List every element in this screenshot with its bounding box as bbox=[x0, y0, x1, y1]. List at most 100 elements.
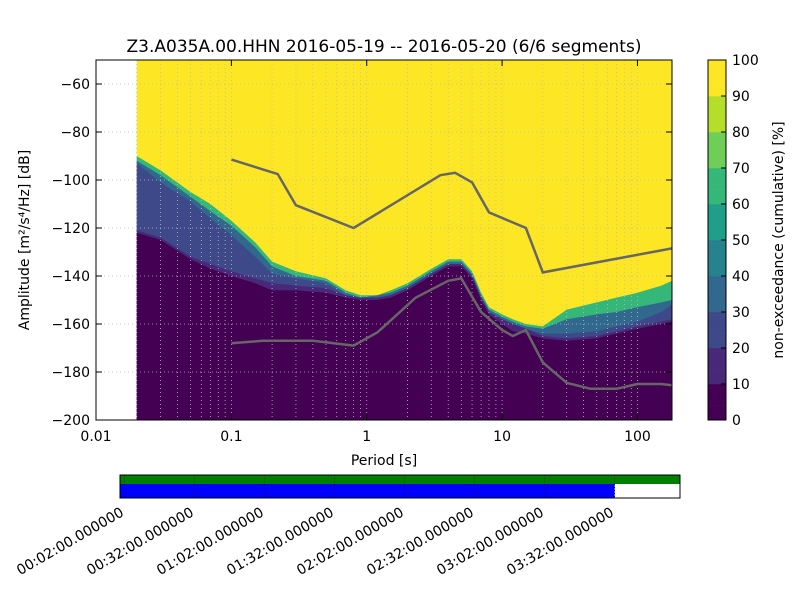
colorbar-tick-label: 100 bbox=[732, 53, 759, 69]
colorbar-step bbox=[708, 99, 726, 104]
colorbar-tick-label: 40 bbox=[732, 269, 750, 285]
colorbar-step bbox=[708, 333, 726, 338]
colorbar-step bbox=[708, 294, 726, 298]
colorbar-step bbox=[708, 96, 726, 100]
colorbar-step bbox=[708, 110, 726, 115]
timeline: 00:02:00.00000000:32:00.00000001:02:00.0… bbox=[14, 474, 681, 579]
colorbar-step bbox=[708, 376, 726, 381]
colorbar-step bbox=[708, 286, 726, 291]
y-tick-label: −100 bbox=[52, 173, 90, 189]
colorbar-step bbox=[708, 369, 726, 374]
colorbar-tick-label: 20 bbox=[732, 341, 750, 357]
colorbar-step bbox=[708, 297, 726, 302]
colorbar-step bbox=[708, 312, 726, 316]
colorbar-step bbox=[708, 261, 726, 266]
colorbar-step bbox=[708, 405, 726, 410]
colorbar-step bbox=[708, 236, 726, 241]
colorbar-step bbox=[708, 117, 726, 122]
colorbar-step bbox=[708, 240, 726, 244]
y-axis-label: Amplitude [m²/s⁴/Hz] [dB] bbox=[17, 150, 33, 330]
colorbar-step bbox=[708, 391, 726, 396]
colorbar-ticks: 0 10 20 30 40 50 60 70 80 90 100 bbox=[721, 53, 759, 429]
timeline-frame bbox=[119, 474, 681, 499]
colorbar-step bbox=[708, 63, 726, 68]
colorbar-step bbox=[708, 409, 726, 414]
colorbar-step bbox=[708, 175, 726, 180]
colorbar-step bbox=[708, 189, 726, 194]
y-tick-label: −140 bbox=[52, 269, 90, 285]
colorbar-step bbox=[708, 225, 726, 230]
colorbar-step bbox=[708, 398, 726, 403]
colorbar-step bbox=[708, 74, 726, 79]
colorbar-step bbox=[708, 254, 726, 259]
colorbar-step bbox=[708, 200, 726, 205]
colorbar-step bbox=[708, 60, 726, 64]
colorbar-step bbox=[708, 229, 726, 234]
model-curve-2 bbox=[231, 277, 673, 391]
colorbar-step bbox=[708, 222, 726, 226]
colorbar-step bbox=[708, 355, 726, 360]
colorbar-step bbox=[708, 193, 726, 198]
colorbar-step bbox=[708, 366, 726, 370]
colorbar-step bbox=[708, 146, 726, 151]
curve-layer bbox=[231, 158, 673, 391]
colorbar-step bbox=[708, 279, 726, 284]
colorbar-tick-label: 50 bbox=[732, 233, 750, 249]
colorbar-step bbox=[708, 394, 726, 399]
colorbar-step bbox=[708, 243, 726, 248]
colorbar-step bbox=[708, 168, 726, 172]
colorbar-step bbox=[708, 214, 726, 219]
colorbar-step bbox=[708, 322, 726, 327]
x-tick-label: 100 bbox=[624, 429, 651, 445]
colorbar-step bbox=[708, 164, 726, 169]
colorbar-step bbox=[708, 135, 726, 140]
colorbar-step bbox=[708, 85, 726, 90]
x-axis-label: Period [s] bbox=[351, 453, 417, 469]
colorbar-step bbox=[708, 373, 726, 378]
y-tick-label: −60 bbox=[60, 77, 90, 93]
x-tick-label: 10 bbox=[493, 429, 511, 445]
colorbar-step bbox=[708, 384, 726, 388]
heatmap-layer bbox=[136, 60, 672, 421]
colorbar-step bbox=[708, 207, 726, 212]
chart-title: Z3.A035A.00.HHN 2016-05-19 -- 2016-05-20… bbox=[127, 37, 642, 57]
timeline-bars bbox=[120, 475, 680, 498]
y-axis-label-name: Amplitude bbox=[17, 258, 33, 330]
colorbar-step bbox=[708, 290, 726, 295]
colorbar-step bbox=[708, 304, 726, 309]
colorbar-step bbox=[708, 416, 726, 421]
colorbar-tick-label: 30 bbox=[732, 305, 750, 321]
y-axis-label-units: [m²/s⁴/Hz] [dB] bbox=[17, 150, 33, 254]
colorbar-step bbox=[708, 362, 726, 367]
x-axis: 0.01 0.1 1 10 100 bbox=[80, 60, 651, 445]
colorbar-step bbox=[708, 232, 726, 237]
colorbar-step bbox=[708, 196, 726, 201]
colorbar-step bbox=[708, 92, 726, 97]
colorbar-step bbox=[708, 319, 726, 324]
colorbar-tick-label: 10 bbox=[732, 377, 750, 393]
y-tick-label: −120 bbox=[52, 221, 90, 237]
colorbar-step bbox=[708, 337, 726, 342]
colorbar-step bbox=[708, 250, 726, 255]
colorbar-step bbox=[708, 153, 726, 158]
timeline-bar-1 bbox=[120, 475, 680, 484]
y-axis: −200 −180 −160 −140 −120 −100 −80 −60 bbox=[52, 77, 672, 429]
colorbar-tick-label: 80 bbox=[732, 125, 750, 141]
colorbar-step bbox=[708, 121, 726, 126]
colorbar-step bbox=[708, 132, 726, 136]
colorbar-step bbox=[708, 387, 726, 392]
colorbar-step bbox=[708, 204, 726, 208]
colorbar-step bbox=[708, 268, 726, 273]
colorbar-step bbox=[708, 351, 726, 356]
colorbar-step bbox=[708, 157, 726, 162]
colorbar-step bbox=[708, 380, 726, 385]
colorbar-step bbox=[708, 160, 726, 165]
model-curve-1 bbox=[231, 158, 673, 274]
colorbar-label: non-exceedance (cumulative) [%] bbox=[771, 121, 787, 358]
colorbar-step bbox=[708, 171, 726, 176]
colorbar-tick-label: 90 bbox=[732, 89, 750, 105]
y-tick-label: −180 bbox=[52, 365, 90, 381]
colorbar-step bbox=[708, 70, 726, 75]
colorbar-step bbox=[708, 211, 726, 216]
